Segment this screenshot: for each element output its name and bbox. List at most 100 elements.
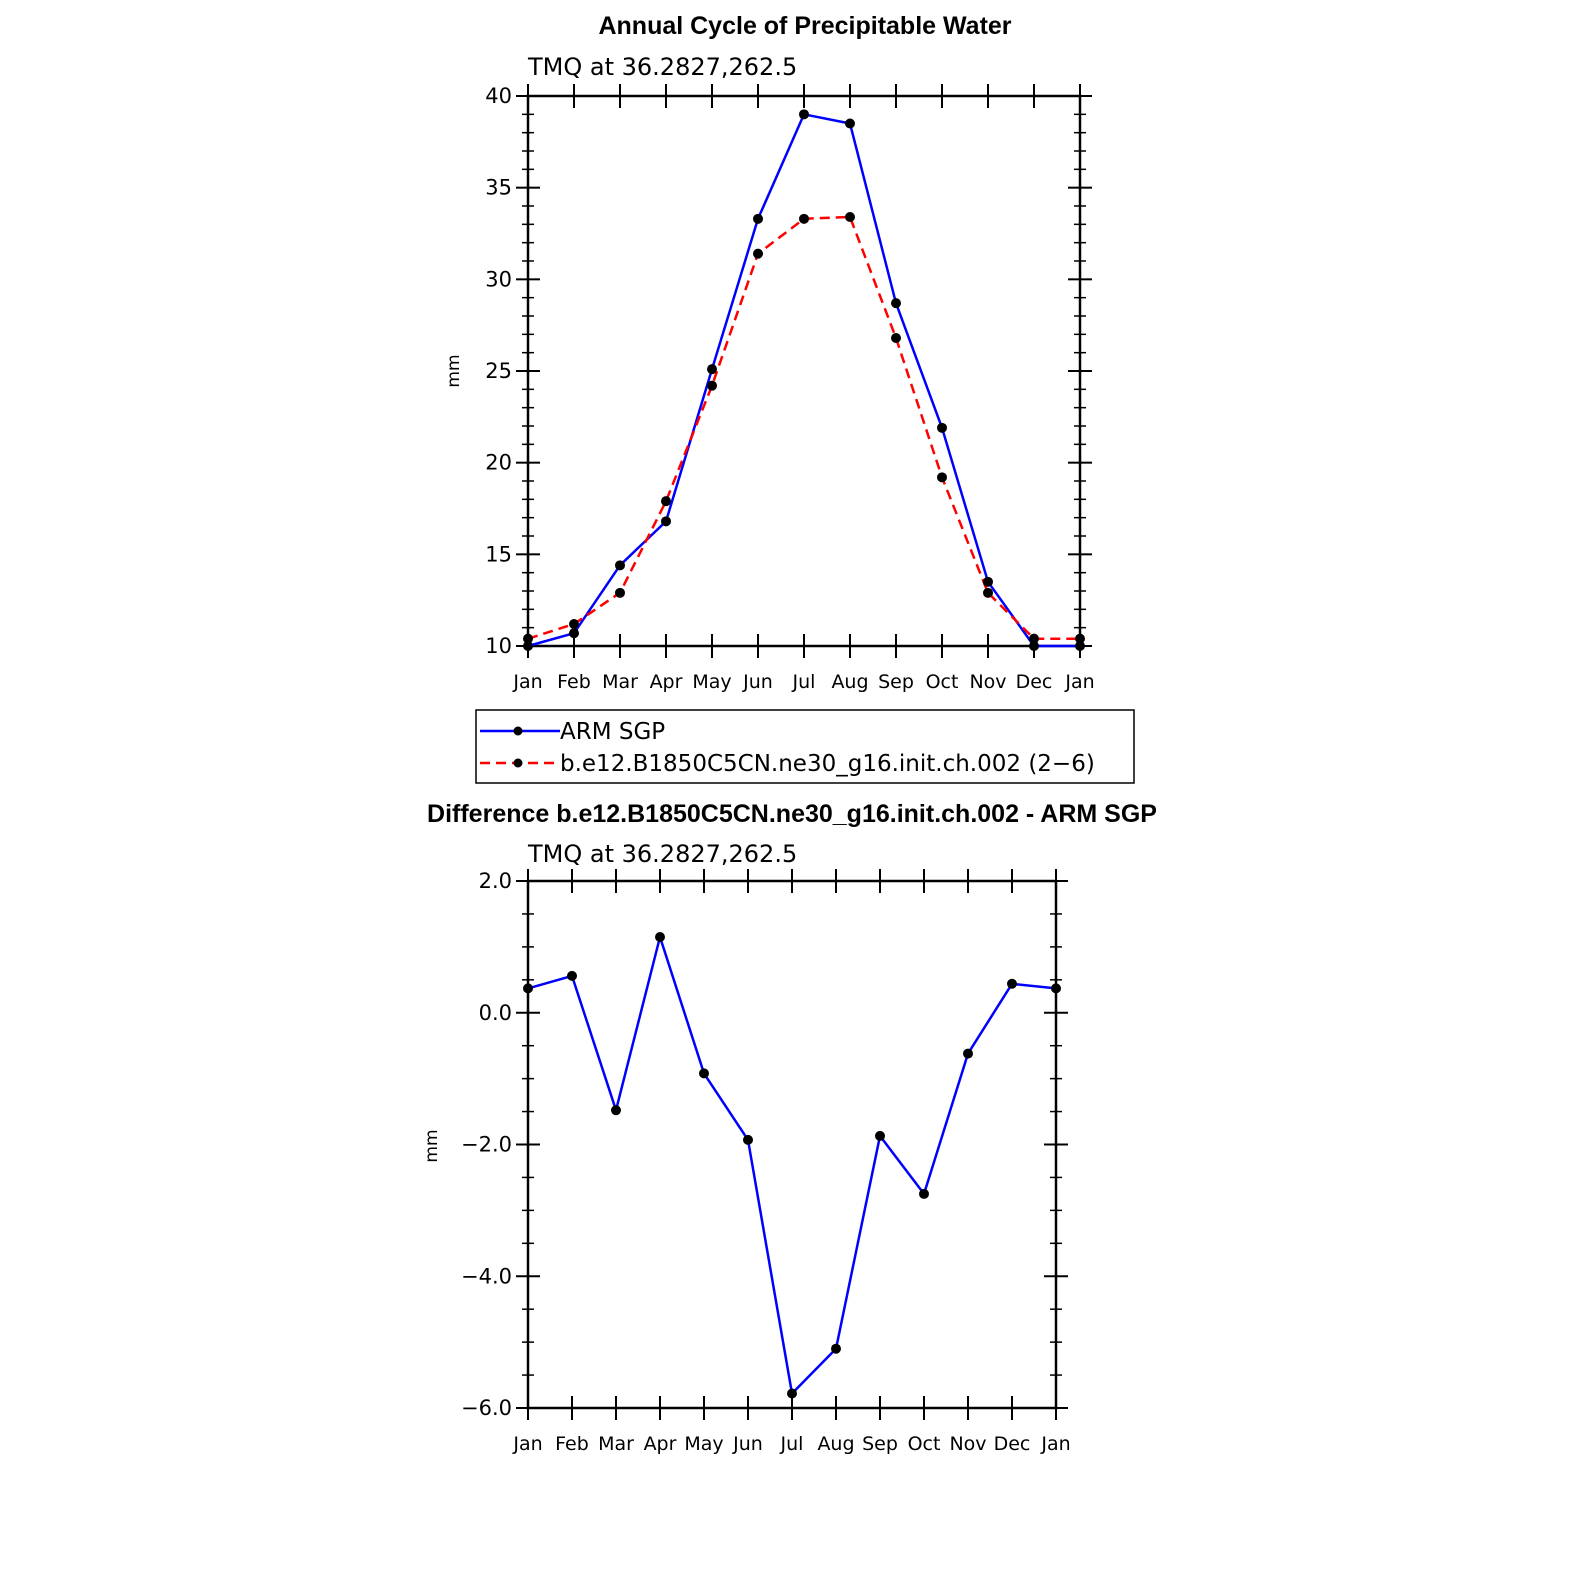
x-tick-label: Dec bbox=[1016, 671, 1053, 693]
series-0-point bbox=[963, 1048, 973, 1059]
series-0-point bbox=[845, 118, 855, 129]
y-tick-label: 0.0 bbox=[479, 1001, 512, 1025]
chart-2-tick-labels: Jan Feb Mar Apr May Jun Jul Aug Sep Oct Nov Dec Jan−… bbox=[461, 869, 1071, 1455]
y-tick-label: 40 bbox=[485, 84, 512, 108]
x-tick-label: Jan bbox=[512, 671, 542, 693]
series-0-point bbox=[983, 576, 993, 587]
x-tick-label: Apr bbox=[650, 671, 683, 693]
series-0-point bbox=[611, 1105, 621, 1116]
annual-cycle-chart: Annual Cycle of Precipitable Water TMQ a… bbox=[444, 12, 1095, 693]
y-tick-label: 35 bbox=[485, 176, 512, 200]
series-0-point bbox=[699, 1068, 709, 1079]
x-tick-label: Nov bbox=[949, 1433, 986, 1455]
plot-frame bbox=[526, 94, 1082, 648]
x-tick-label: Jun bbox=[742, 671, 773, 693]
x-tick-label: Jan bbox=[512, 1433, 542, 1455]
chart-2-series bbox=[523, 931, 1061, 1399]
chart-1-axes bbox=[516, 84, 1092, 658]
x-tick-label: Sep bbox=[878, 671, 914, 693]
chart-2-y-axis-label: mm bbox=[422, 1129, 442, 1162]
series-0-point bbox=[787, 1388, 797, 1399]
legend-label-arm-sgp: ARM SGP bbox=[560, 719, 665, 745]
series-1-point bbox=[1029, 633, 1039, 644]
series-1-point bbox=[523, 633, 533, 644]
chart-1-legend: ARM SGP b.e12.B1850C5CN.ne30_g16.init.ch… bbox=[475, 709, 1135, 784]
series-1-point bbox=[799, 213, 809, 224]
series-0-point bbox=[937, 422, 947, 433]
series-0-point bbox=[1051, 983, 1061, 994]
series-0-point bbox=[919, 1188, 929, 1199]
x-tick-label: Dec bbox=[994, 1433, 1031, 1455]
series-0-point bbox=[615, 560, 625, 571]
y-tick-label: 10 bbox=[485, 634, 512, 658]
series-0-point bbox=[831, 1343, 841, 1354]
series-line-0 bbox=[527, 935, 1057, 1395]
series-1-point bbox=[1075, 633, 1085, 644]
series-1-point bbox=[937, 472, 947, 483]
x-tick-label: Sep bbox=[862, 1433, 898, 1455]
x-tick-label: Feb bbox=[557, 671, 591, 693]
series-0-point bbox=[875, 1130, 885, 1141]
x-tick-label: Jun bbox=[732, 1433, 763, 1455]
series-0-point bbox=[1029, 641, 1039, 651]
x-tick-label: Oct bbox=[908, 1433, 941, 1455]
difference-chart: Difference b.e12.B1850C5CN.ne30_g16.init… bbox=[422, 800, 1157, 1455]
series-1-point bbox=[753, 248, 763, 259]
plot-frame bbox=[526, 879, 1058, 1410]
series-1-point bbox=[615, 587, 625, 598]
series-1-point bbox=[891, 333, 901, 343]
x-tick-label: Jul bbox=[792, 671, 816, 693]
series-line-1 bbox=[527, 215, 1080, 640]
series-0-point bbox=[569, 628, 579, 639]
chart-2-axes bbox=[516, 869, 1068, 1420]
series-0-point bbox=[891, 298, 901, 309]
x-tick-label: Apr bbox=[644, 1433, 677, 1455]
x-tick-label: Aug bbox=[817, 1433, 854, 1455]
y-tick-label: 2.0 bbox=[479, 869, 512, 893]
series-0-point bbox=[707, 364, 717, 375]
chart-1-y-axis-label: mm bbox=[444, 354, 464, 387]
y-tick-label: 20 bbox=[485, 451, 512, 475]
chart-1-series bbox=[523, 109, 1085, 651]
series-0-point bbox=[655, 931, 665, 942]
series-1-point bbox=[707, 380, 717, 391]
x-tick-label: Mar bbox=[602, 671, 638, 693]
series-1-point bbox=[845, 212, 855, 222]
y-tick-label: −6.0 bbox=[461, 1396, 512, 1420]
x-tick-label: May bbox=[684, 1433, 723, 1455]
series-0-point bbox=[523, 983, 533, 994]
series-0-point bbox=[1075, 641, 1085, 651]
x-tick-label: Jan bbox=[1040, 1433, 1070, 1455]
legend-label-model: b.e12.B1850C5CN.ne30_g16.init.ch.002 (2−… bbox=[560, 751, 1095, 777]
series-0-point bbox=[567, 970, 577, 981]
series-0-point bbox=[523, 641, 533, 651]
series-1-point bbox=[661, 496, 671, 507]
chart-1-title: Annual Cycle of Precipitable Water bbox=[598, 12, 1011, 40]
y-tick-label: −2.0 bbox=[461, 1133, 512, 1157]
series-0-point bbox=[753, 213, 763, 224]
y-tick-label: −4.0 bbox=[461, 1264, 512, 1288]
y-tick-label: 25 bbox=[485, 359, 512, 383]
legend-marker-arm-sgp bbox=[513, 726, 523, 736]
legend-box bbox=[475, 709, 1135, 784]
legend-marker-model bbox=[513, 758, 523, 768]
chart-2-subtitle: TMQ at 36.2827,262.5 bbox=[527, 840, 797, 868]
series-line-0 bbox=[527, 113, 1080, 648]
series-0-point bbox=[1007, 978, 1017, 989]
x-tick-label: Nov bbox=[969, 671, 1006, 693]
x-tick-label: Jul bbox=[780, 1433, 804, 1455]
y-tick-label: 15 bbox=[485, 542, 512, 566]
series-0-point bbox=[799, 109, 809, 120]
x-tick-label: May bbox=[692, 671, 731, 693]
x-tick-label: Jan bbox=[1064, 671, 1094, 693]
chart-2-title: Difference b.e12.B1850C5CN.ne30_g16.init… bbox=[427, 800, 1157, 828]
x-tick-label: Feb bbox=[555, 1433, 589, 1455]
x-tick-label: Oct bbox=[926, 671, 959, 693]
chart-1-subtitle: TMQ at 36.2827,262.5 bbox=[527, 53, 797, 81]
series-0-point bbox=[743, 1134, 753, 1145]
series-1-point bbox=[983, 587, 993, 598]
x-tick-label: Aug bbox=[831, 671, 868, 693]
y-tick-label: 30 bbox=[485, 267, 512, 291]
x-tick-label: Mar bbox=[598, 1433, 634, 1455]
